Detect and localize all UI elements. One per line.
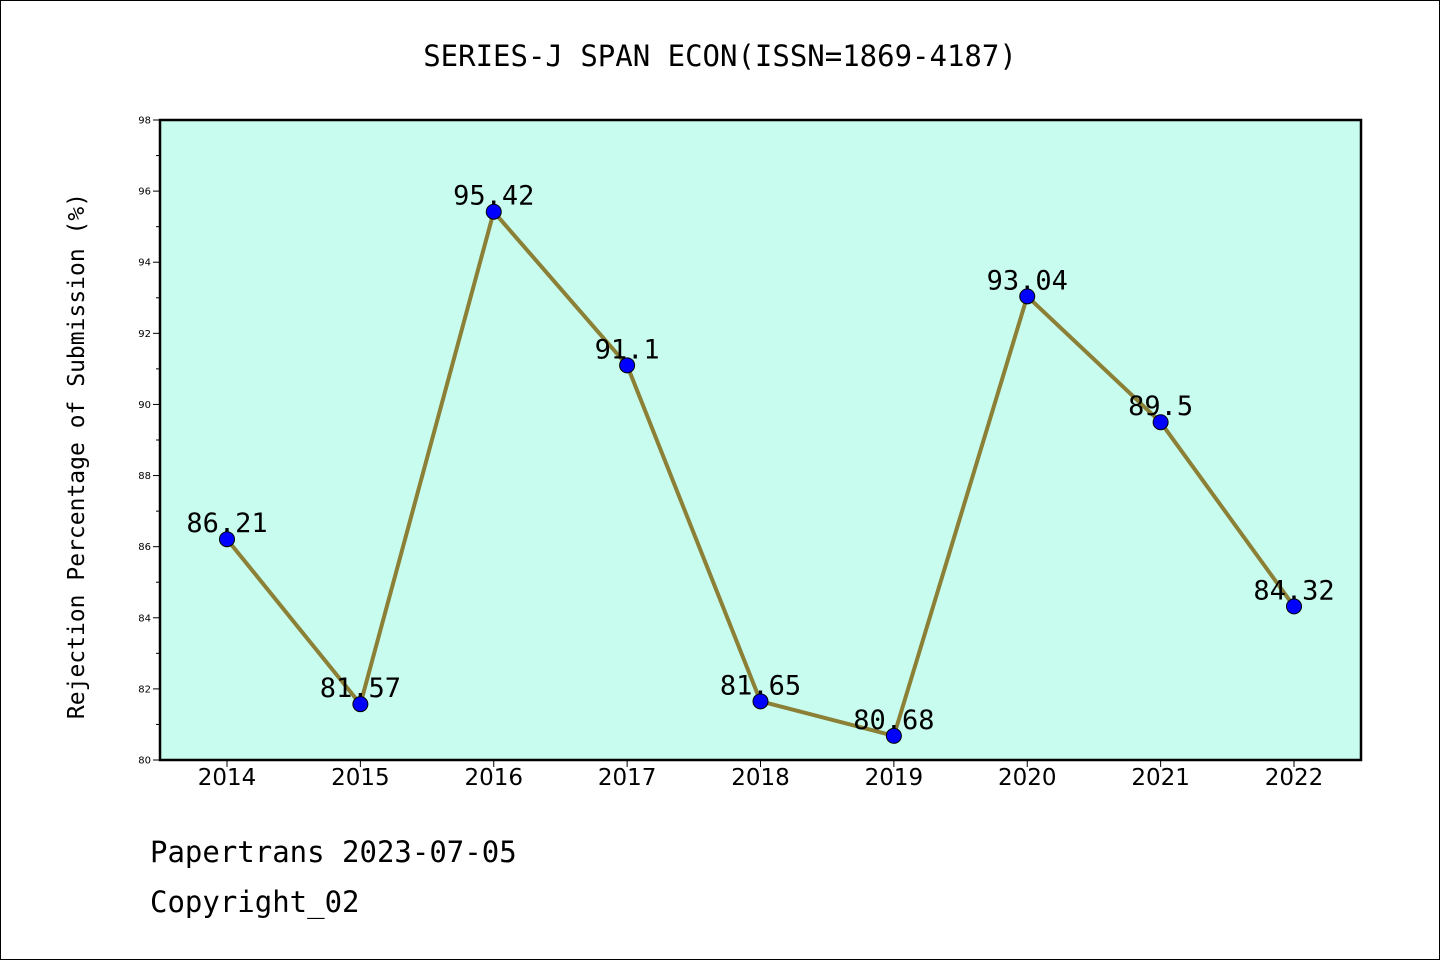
x-tick-label: 2019 — [865, 765, 924, 791]
data-point — [1019, 288, 1036, 305]
data-label: 80.68 — [853, 705, 934, 736]
data-point — [885, 727, 902, 744]
y-tick-label: 86 — [138, 542, 151, 553]
x-tick-label: 2015 — [331, 765, 390, 791]
footer-date-line: Papertrans 2023-07-05 — [150, 835, 517, 869]
x-tick-label: 2017 — [598, 765, 657, 791]
x-axis: 2014 2015 2016 2017 2018 2019 2020 2021 2022 — [198, 760, 1324, 791]
footer-copyright-line: Copyright_02 — [150, 885, 360, 919]
y-tick-label: 88 — [138, 471, 151, 482]
x-tick-label: 2018 — [731, 765, 790, 791]
data-point — [485, 203, 502, 220]
data-point — [352, 696, 369, 713]
data-point — [219, 531, 235, 548]
chart-title: SERIES-J SPAN ECON(ISSN=1869-4187) — [423, 39, 1017, 73]
x-tick-label: 2021 — [1131, 765, 1190, 791]
y-tick-label: 96 — [138, 187, 151, 198]
data-label: 81.57 — [320, 673, 401, 704]
data-point — [619, 357, 636, 374]
data-label: 81.65 — [720, 670, 801, 701]
data-point — [1152, 414, 1169, 431]
data-label: 91.1 — [595, 334, 660, 365]
data-label: 89.5 — [1128, 391, 1193, 422]
y-tick-label: 92 — [138, 329, 151, 340]
x-tick-label: 2016 — [464, 765, 523, 791]
y-tick-label: 98 — [138, 116, 151, 127]
y-tick-label: 84 — [138, 613, 151, 624]
data-label: 86.21 — [186, 508, 267, 539]
data-label: 84.32 — [1253, 575, 1334, 606]
series-line: 86.21 81.57 95.42 91.1 81.65 80.68 93.04 89.5 84… — [186, 181, 1335, 744]
data-point — [1286, 598, 1302, 615]
y-tick-label: 94 — [138, 258, 151, 269]
plot-area — [160, 120, 1361, 760]
data-label: 93.04 — [987, 265, 1068, 296]
y-axis: 80 82 84 86 88 90 92 94 96 98 — [138, 116, 160, 767]
x-tick-label: 2014 — [198, 765, 257, 791]
data-point — [752, 693, 769, 710]
y-tick-label: 82 — [138, 684, 151, 695]
y-tick-label: 80 — [138, 756, 151, 767]
y-axis-label: Rejection Percentage of Submission (%) — [64, 193, 90, 719]
x-tick-label: 2022 — [1265, 765, 1324, 791]
x-tick-label: 2020 — [998, 765, 1057, 791]
y-tick-label: 90 — [138, 400, 151, 411]
data-label: 95.42 — [453, 181, 534, 212]
plot-border — [158, 118, 1363, 762]
